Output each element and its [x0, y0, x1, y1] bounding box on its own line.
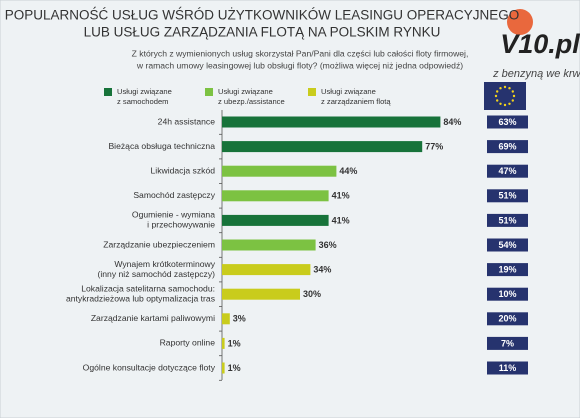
category-label: Ogumienie - wymiana: [132, 210, 215, 220]
eu-label: 11%: [499, 363, 517, 373]
eu-box: [487, 312, 528, 326]
eu-box: [487, 336, 528, 350]
category-label: Samochód zastępczy: [133, 190, 215, 200]
category-label: 24h assistance: [158, 116, 216, 126]
legend-label: z zarządzaniem flotą: [321, 97, 391, 106]
eu-box: [487, 263, 528, 277]
eu-box: [487, 213, 528, 227]
eu-label: 69%: [498, 141, 516, 151]
value-label: 30%: [303, 289, 321, 299]
eu-label: 51%: [498, 191, 516, 201]
bar: [222, 165, 337, 177]
legend-label: Usługi związane: [218, 87, 273, 96]
bar: [222, 190, 329, 202]
eu-box: [487, 140, 528, 154]
chart-title: LUB USŁUG ZARZĄDZANIA FLOTĄ NA POLSKIM R…: [84, 25, 441, 40]
category-label: Lokalizacja satelitarna samochodu:: [81, 283, 215, 293]
chart-subtitle: w ramach umowy leasingowej lub obsługi f…: [136, 60, 463, 70]
logo-name: V10.pl: [500, 29, 580, 59]
legend-label: Usługi związane: [321, 87, 376, 96]
value-label: 3%: [233, 314, 246, 324]
category-label: Zarządzanie kartami paliwowymi: [91, 313, 215, 323]
value-label: 1%: [228, 363, 241, 373]
value-label: 34%: [313, 264, 331, 274]
category-label: i przechowywanie: [147, 220, 215, 230]
category-label: Bieżąca obsługa techniczna: [108, 141, 215, 151]
eu-flag: [484, 82, 526, 110]
category-label: antykradzieżowa lub optymalizacja tras: [66, 293, 215, 303]
category-label: (inny niż samochód zastępczy): [98, 269, 216, 279]
eu-label: 47%: [498, 166, 516, 176]
eu-label: 7%: [501, 338, 514, 348]
value-label: 41%: [332, 215, 350, 225]
eu-box: [487, 238, 528, 252]
bar: [222, 264, 311, 276]
eu-box: [487, 115, 528, 129]
logo: V10.pl z benzyną we krwi: [492, 9, 580, 80]
value-label: 1%: [228, 338, 241, 348]
bar: [222, 239, 316, 251]
value-label: 77%: [425, 141, 443, 151]
legend-swatch: [104, 88, 112, 96]
chart-subtitle: Z których z wymienionych usług skorzysta…: [132, 48, 469, 58]
legend-swatch: [308, 88, 316, 96]
bar: [222, 362, 225, 374]
bar: [222, 141, 423, 153]
category-label: Likwidacja szkód: [151, 165, 216, 175]
eu-label: 19%: [498, 264, 516, 274]
eu-box: [487, 287, 528, 301]
value-label: 41%: [332, 191, 350, 201]
chart-title: POPULARNOŚĆ USŁUG WŚRÓD UŻYTKOWNIKÓW LEA…: [5, 8, 520, 23]
eu-label: 63%: [498, 117, 516, 127]
category-label: Wynajem krótkoterminowy: [114, 259, 215, 269]
eu-label: 54%: [498, 240, 516, 250]
bar: [222, 288, 300, 300]
legend-label: z ubezp./assistance: [218, 97, 285, 106]
category-label: Ogólne konsultacje dotyczące floty: [83, 362, 216, 372]
eu-box: [487, 361, 528, 375]
legend-swatch: [205, 88, 213, 96]
eu-label: 20%: [498, 314, 516, 324]
eu-label: 10%: [498, 289, 516, 299]
eu-box: [487, 164, 528, 178]
value-label: 44%: [339, 166, 357, 176]
legend-label: z samochodem: [117, 97, 169, 106]
eu-box: [487, 189, 528, 203]
logo-slogan: z benzyną we krwi: [492, 68, 580, 80]
bar: [222, 337, 225, 349]
bar: [222, 313, 230, 325]
category-label: Zarządzanie ubezpieczeniem: [103, 239, 215, 249]
value-label: 84%: [443, 117, 461, 127]
eu-label: 51%: [498, 215, 516, 225]
bar: [222, 116, 441, 128]
value-label: 36%: [319, 240, 337, 250]
category-label: Raporty online: [160, 338, 216, 348]
bar: [222, 214, 329, 226]
legend-label: Usługi związane: [117, 87, 172, 96]
